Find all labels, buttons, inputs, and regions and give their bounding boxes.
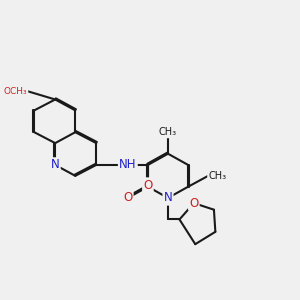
Text: N: N [164, 191, 172, 204]
Text: CH₃: CH₃ [159, 127, 177, 137]
Text: OCH₃: OCH₃ [4, 87, 27, 96]
Text: O: O [143, 178, 152, 191]
Text: N: N [51, 158, 60, 171]
Text: O: O [123, 191, 132, 204]
Text: CH₃: CH₃ [208, 171, 226, 181]
Text: NH: NH [119, 158, 136, 171]
Text: O: O [189, 196, 199, 210]
